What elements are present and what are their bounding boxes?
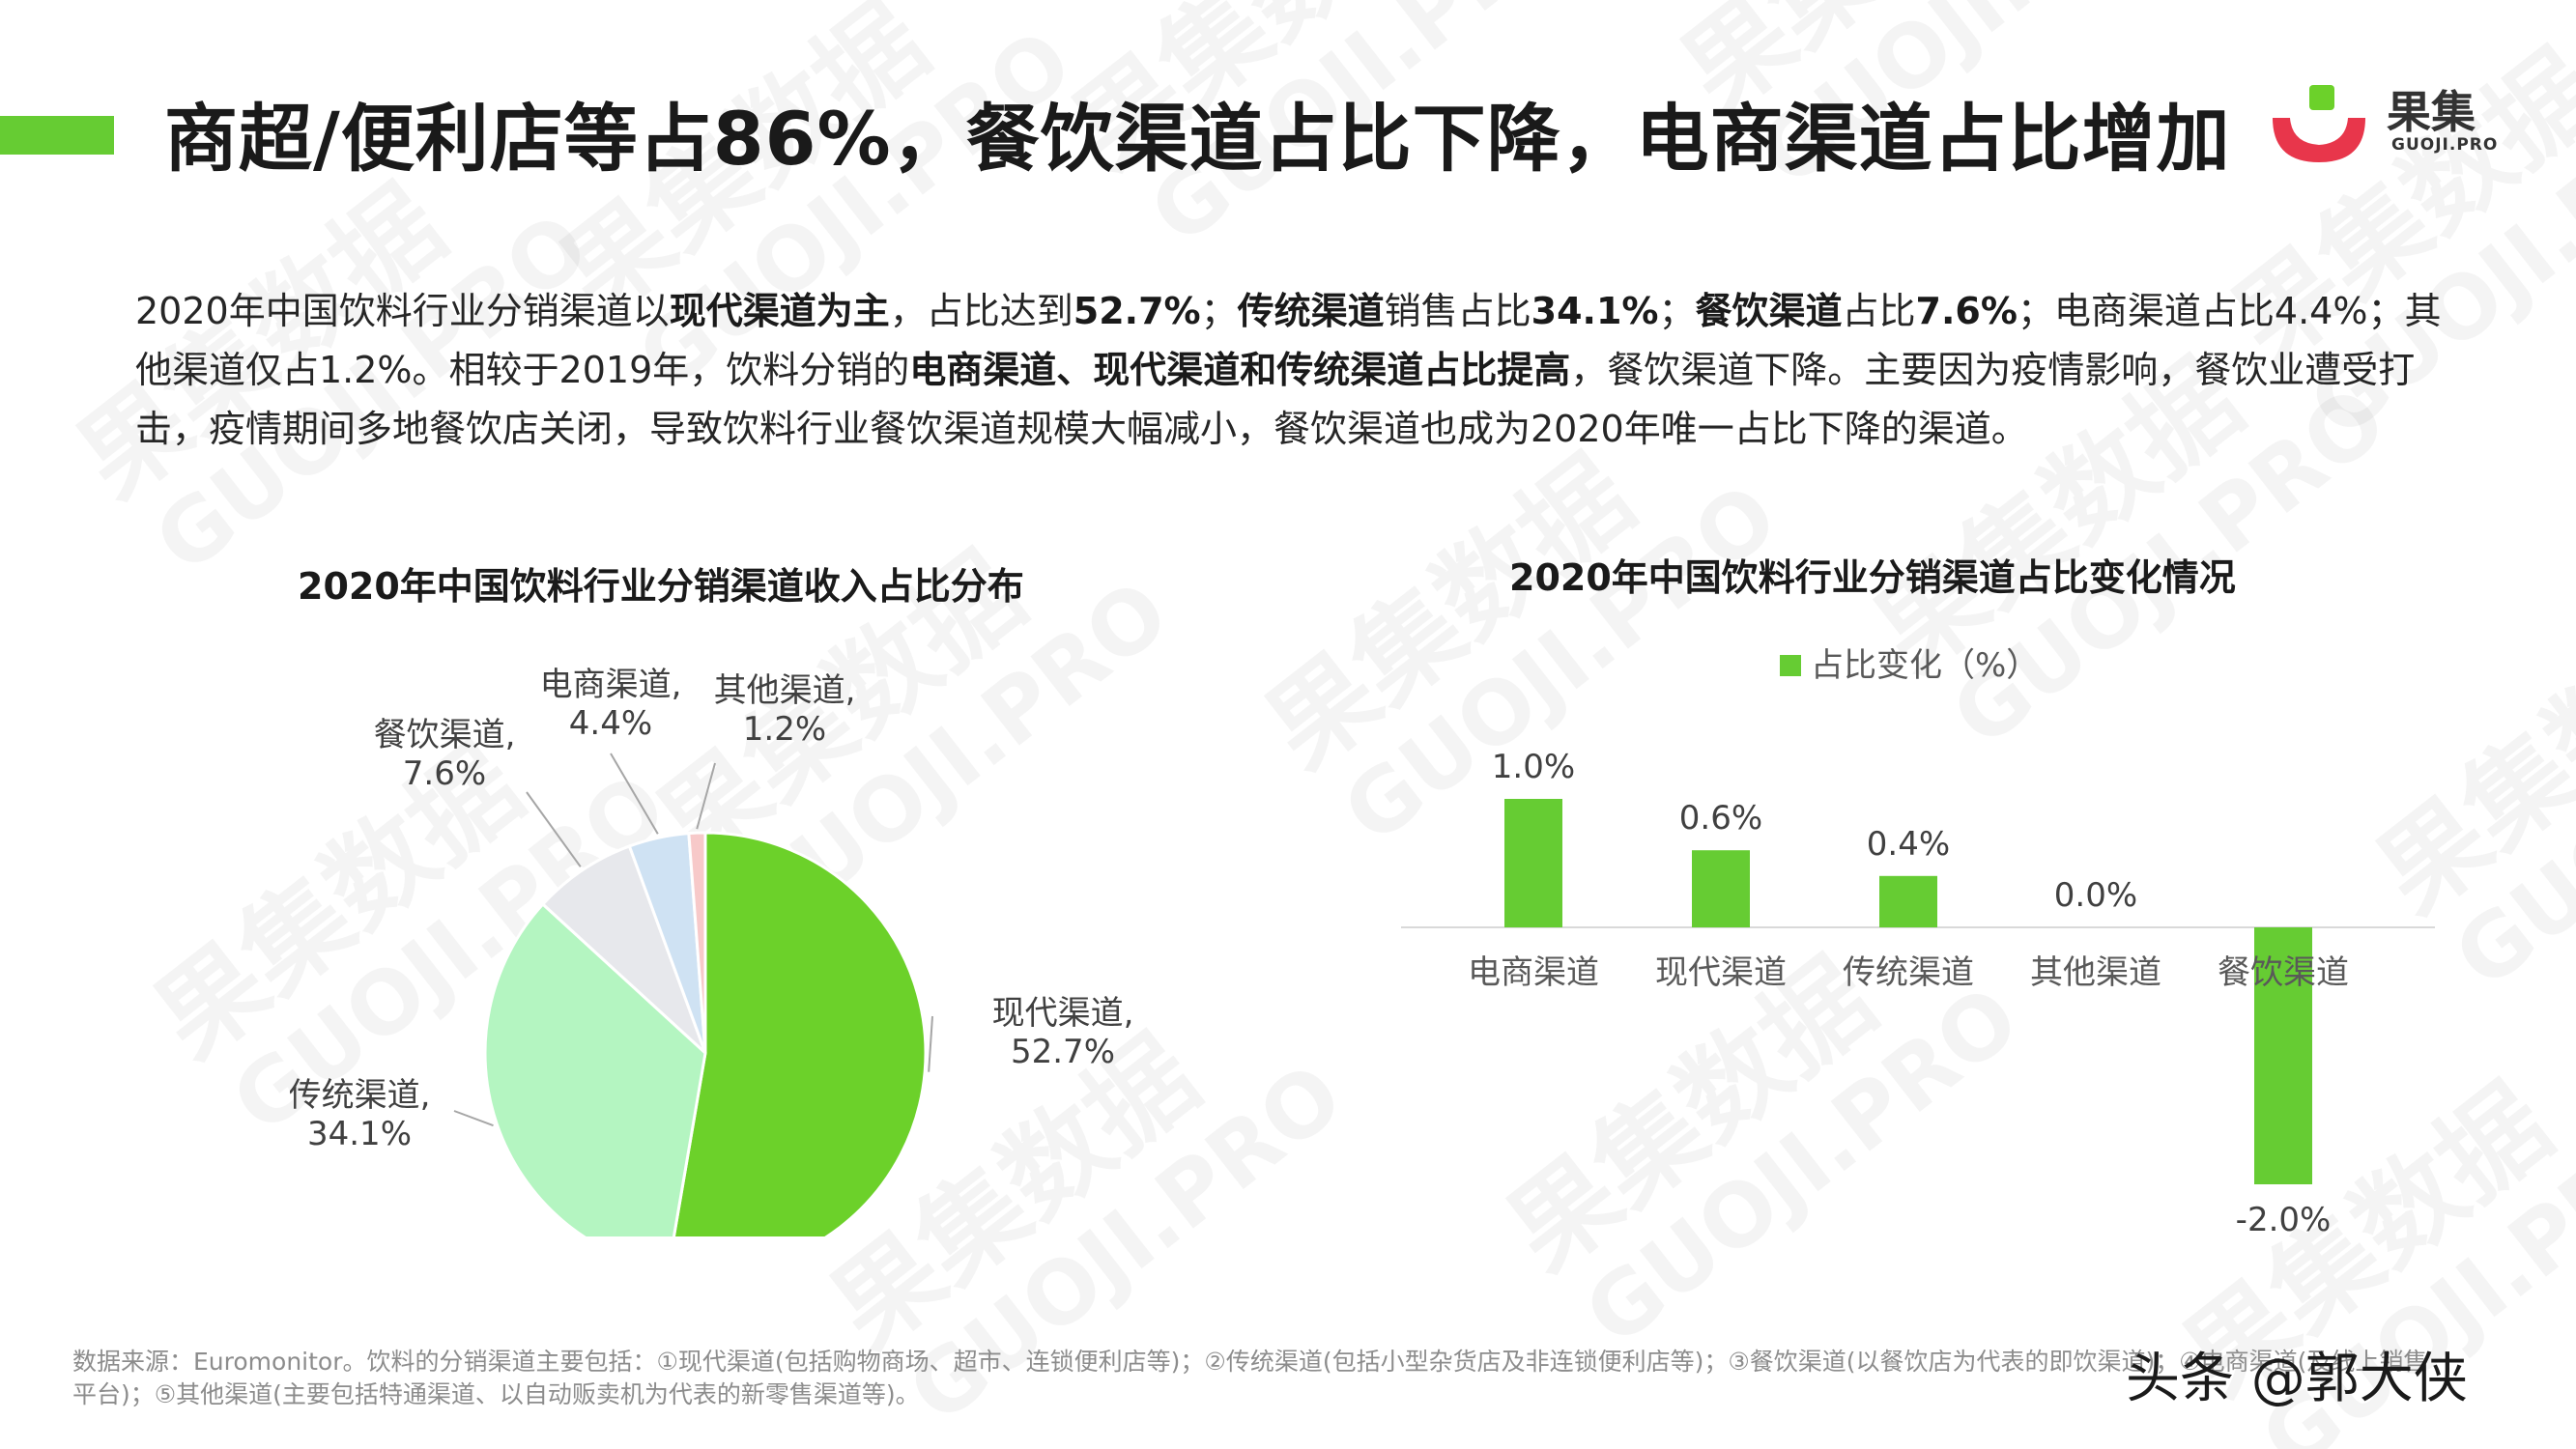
pie-slice [687, 831, 707, 1054]
logo-text: 果集 [2387, 86, 2476, 138]
pie-leader-line [453, 1110, 494, 1127]
logo-subtext: GUOJI.PRO [2391, 135, 2499, 155]
source-note: 数据来源：Euromonitor。饮料的分销渠道主要包括：①现代渠道(包括购物商… [72, 1348, 2428, 1408]
bar [1692, 850, 1750, 927]
bar-value-label: 0.4% [1867, 825, 1950, 864]
bar [1879, 875, 1937, 927]
pie-category-label: 其他渠道, [714, 671, 856, 710]
bar-value-label: 1.0% [1492, 748, 1575, 786]
bar-value-label: 0.6% [1679, 799, 1762, 838]
summary-highlight: 现代渠道为主 [669, 290, 890, 332]
bar [1504, 799, 1562, 927]
legend-swatch [1780, 655, 1801, 676]
x-tick-label: 传统渠道 [1843, 953, 1974, 992]
summary-text: ； [1658, 290, 1696, 332]
pie-value-label: 7.6% [403, 754, 486, 793]
pie-chart: 现代渠道,52.7% 传统渠道,34.1% 餐饮渠道,7.6% 电商渠道,4.4% 其他… [290, 666, 1134, 1236]
summary-highlight: 传统渠道 [1237, 290, 1385, 332]
pie-slice [672, 831, 928, 1236]
page-title: 商超/便利店等占86%，餐饮渠道占比下降，电商渠道占比增加 [164, 96, 2231, 182]
pie-value-label: 4.4% [569, 704, 652, 743]
summary-text: ；电商渠道占比4.4%；其他渠道仅占1.2%。相较于2019年，饮料分销的 [135, 290, 2442, 391]
pie-value-label: 1.2% [743, 710, 826, 749]
summary-highlight: 电商渠道、现代渠道和传统渠道占比提高 [909, 349, 1571, 391]
pie-leader-line [526, 791, 582, 867]
summary-highlight: 7.6% [1915, 290, 2018, 332]
title-accent-bar [0, 116, 114, 155]
pie-leader-line [610, 753, 659, 835]
x-tick-label: 其他渠道 [2030, 953, 2161, 992]
summary-text: 2020年中国饮料行业分销渠道以 [135, 290, 670, 332]
pie-category-label: 电商渠道, [540, 666, 682, 704]
pie-category-label: 餐饮渠道, [374, 716, 516, 754]
pie-slice [483, 901, 707, 1236]
pie-value-label: 52.7% [1011, 1033, 1115, 1071]
bar [2254, 927, 2312, 1184]
bar-chart-title: 2020年中国饮料行业分销渠道占比变化情况 [1509, 556, 2236, 599]
bar-value-label: 0.0% [2054, 876, 2137, 915]
summary-text: ； [1200, 290, 1238, 332]
x-tick-label: 餐饮渠道 [2218, 953, 2349, 992]
pie-category-label: 现代渠道, [992, 994, 1134, 1033]
summary-text: 占比 [1842, 290, 1916, 332]
summary-highlight: 餐饮渠道 [1695, 290, 1843, 332]
summary-text: ，占比达到 [889, 290, 1073, 332]
x-tick-label: 电商渠道 [1468, 953, 1599, 992]
guoji-logo-icon [2273, 85, 2365, 162]
summary-text: 销售占比 [1384, 290, 1531, 332]
x-tick-label: 现代渠道 [1655, 953, 1787, 992]
summary-highlight: 34.1% [1531, 290, 1659, 332]
summary-paragraph: 2020年中国饮料行业分销渠道以现代渠道为主，占比达到52.7%；传统渠道销售占… [135, 282, 2454, 459]
legend-label: 占比变化（%） [1811, 646, 2039, 685]
pie-category-label: 传统渠道, [290, 1076, 430, 1115]
pie-value-label: 34.1% [307, 1115, 412, 1153]
footer-brand: 头条 @郭大侠 [2126, 1348, 2468, 1410]
pie-slice [540, 844, 707, 1055]
bar-chart: 占比变化（%） 1.0% 电商渠道 0.6% 现代渠道 0.4% 传统渠道 0.0% 其他渠道 -… [1401, 646, 2435, 1239]
summary-highlight: 52.7% [1073, 290, 1201, 332]
pie-leader-line [696, 762, 716, 830]
bar-value-label: -2.0% [2236, 1201, 2332, 1239]
summary-text: ，餐饮渠道下降。主要因为疫情影响，餐饮业遭受打击，疫情期间多地餐饮店关闭，导致饮… [135, 349, 2416, 450]
pie-leader-line [928, 1015, 933, 1072]
pie-chart-title: 2020年中国饮料行业分销渠道收入占比分布 [298, 565, 1024, 608]
